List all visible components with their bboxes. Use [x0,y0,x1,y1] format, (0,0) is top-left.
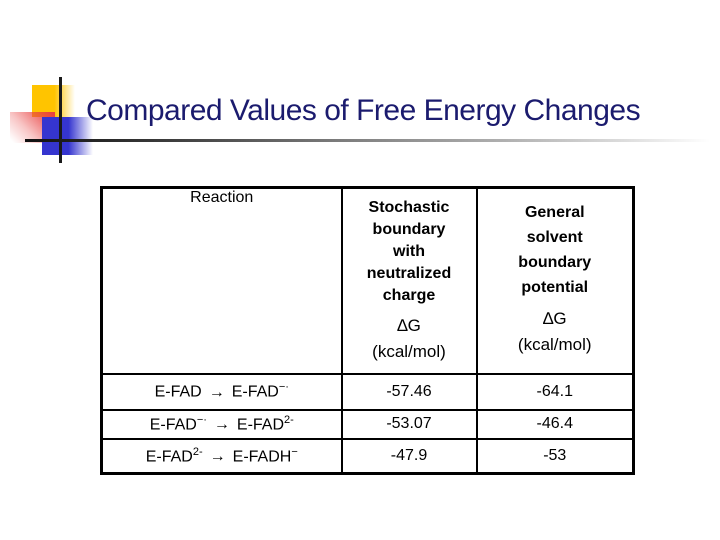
product-superscript: − [291,445,298,458]
header-cell-general: General solvent boundary potential ∆G (k… [475,186,635,375]
reactant-superscript: −· [196,413,207,426]
product-superscript: −· [278,381,289,394]
table-row: E-FAD → E-FAD−· -57.46 -64.1 [100,372,635,411]
general-value-cell: -46.4 [475,408,635,440]
product: E-FADH [232,447,292,465]
stochastic-value-cell: -53.07 [340,408,478,440]
table-row: E-FAD−· → E-FAD2- -53.07 -46.4 [100,408,635,440]
stochastic-header-title: Stochastic boundary with neutralized cha… [366,199,452,304]
general-delta-g-label: ∆G [542,309,567,328]
reactant: E-FAD [145,447,193,465]
product-superscript: 2- [284,413,294,426]
reaction-cell: E-FAD2- → E-FADH− [100,437,343,475]
decor-blue-square [42,117,93,155]
reactant-superscript: 2- [192,445,203,458]
general-unit-label: (kcal/mol) [517,335,592,354]
decor-horizontal-rule [25,139,710,142]
reactant: E-FAD [154,383,202,401]
stochastic-value-cell: -57.46 [340,372,478,411]
table-row: E-FAD2- → E-FADH− -47.9 -53 [100,437,635,475]
general-value-cell: -64.1 [475,372,635,411]
reactant: E-FAD [149,416,197,434]
stochastic-delta-g-label: ∆G [397,316,421,335]
reaction-cell: E-FAD−· → E-FAD2- [100,408,343,440]
arrow-icon: → [208,383,225,401]
product: E-FAD [231,383,279,401]
general-header-title: General solvent boundary potential [518,204,592,296]
decor-yellow-square [32,85,75,117]
arrow-icon: → [209,447,226,465]
stochastic-unit-label: (kcal/mol) [372,342,446,361]
arrow-icon: → [213,416,230,434]
table-header-row: Reaction Stochastic boundary with neutra… [100,186,635,375]
header-cell-reaction: Reaction [100,186,343,375]
general-value-cell: -53 [475,437,635,475]
decor-vertical-line [59,77,62,163]
product: E-FAD [236,416,285,434]
reaction-cell: E-FAD → E-FAD−· [100,372,343,411]
free-energy-table: Reaction Stochastic boundary with neutra… [100,186,635,475]
stochastic-value-cell: -47.9 [340,437,478,475]
slide-title: Compared Values of Free Energy Changes [86,94,641,127]
header-cell-stochastic: Stochastic boundary with neutralized cha… [340,186,478,375]
